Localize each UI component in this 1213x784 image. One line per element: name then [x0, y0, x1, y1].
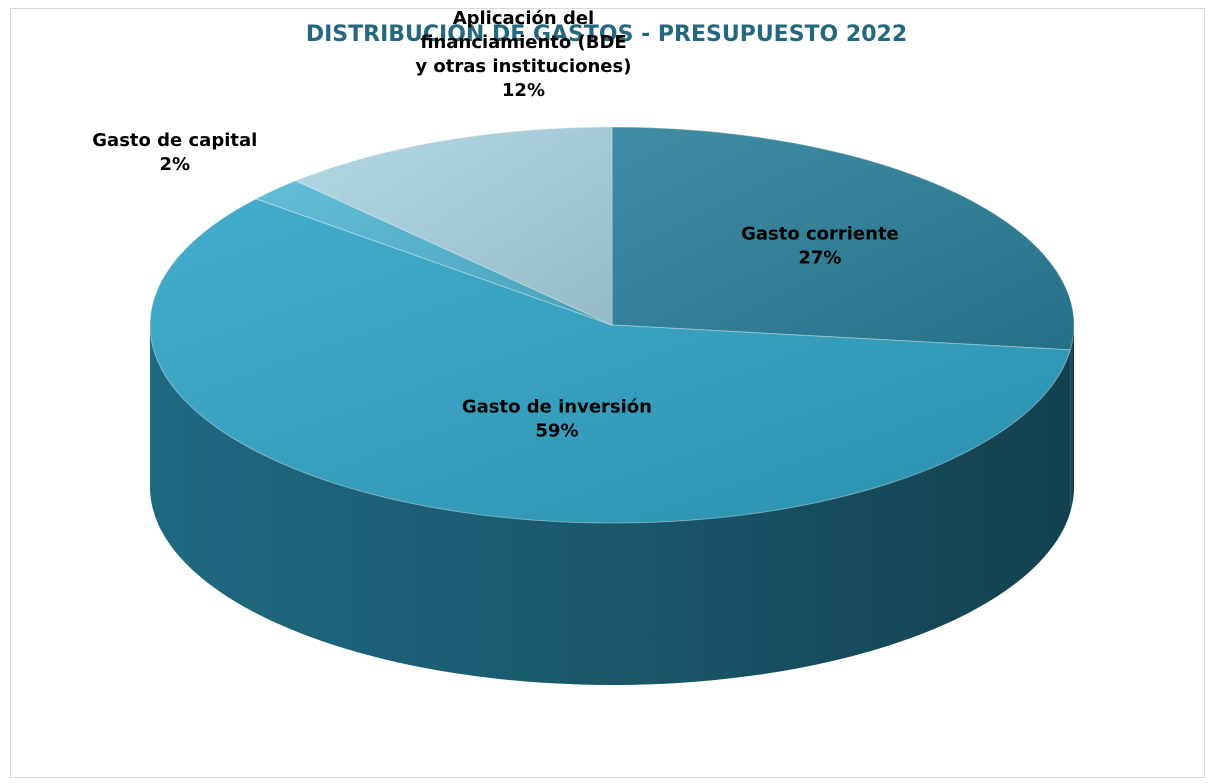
chart-title: DISTRIBUCIÓN DE GASTOS - PRESUPUESTO 202… [305, 22, 908, 47]
slice-category-label-3-1: financiamiento (BDE [420, 32, 626, 53]
slice-percent-label-3: 12% [502, 80, 545, 101]
pie-slice-shade-3 [295, 127, 612, 325]
slice-category-label-2-0: Gasto de capital [92, 130, 257, 151]
pie-slice-shade-0 [612, 127, 1074, 350]
slice-category-label-3-2: y otras instituciones) [415, 56, 631, 77]
slice-category-label-1-0: Gasto de inversión [462, 397, 652, 418]
pie-side-shade-0 [1070, 325, 1074, 512]
pie-slice-shade-2 [256, 180, 612, 325]
pie-side-shade-1 [150, 325, 1071, 685]
pie-slice-shade-1 [149, 198, 1071, 524]
slice-percent-label-0: 27% [798, 247, 841, 268]
slice-percent-label-1: 59% [535, 421, 578, 442]
slice-percent-label-2: 2% [160, 154, 191, 175]
slice-category-label-3-0: Aplicación del [453, 8, 595, 29]
slice-category-label-0-0: Gasto corriente [741, 223, 899, 244]
